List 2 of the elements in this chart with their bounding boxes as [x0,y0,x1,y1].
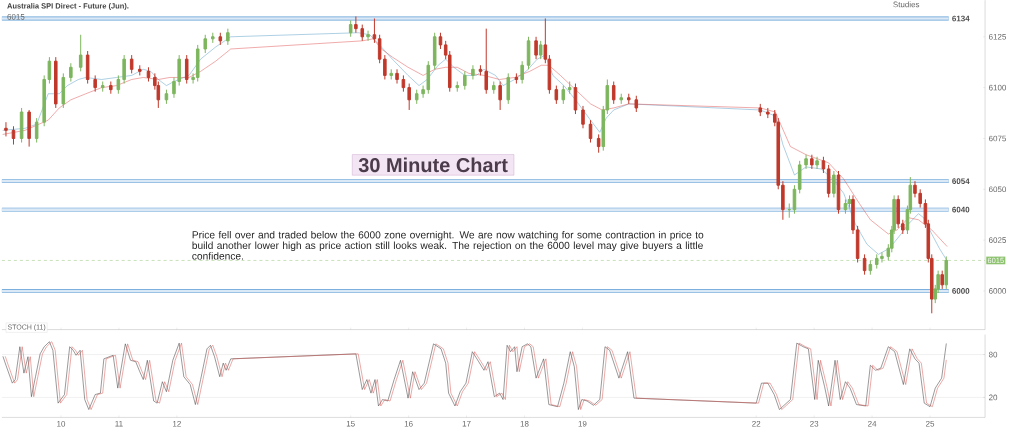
annotation: 30 Minute Chart [358,157,508,173]
annotation: Price fell over and traded below the 6000 zone overnight. We are now watching for some contraction in price to build another lower high as price action still looks weak. The rejection on the 6000 level may give buyers a little confidence. [192,230,704,260]
